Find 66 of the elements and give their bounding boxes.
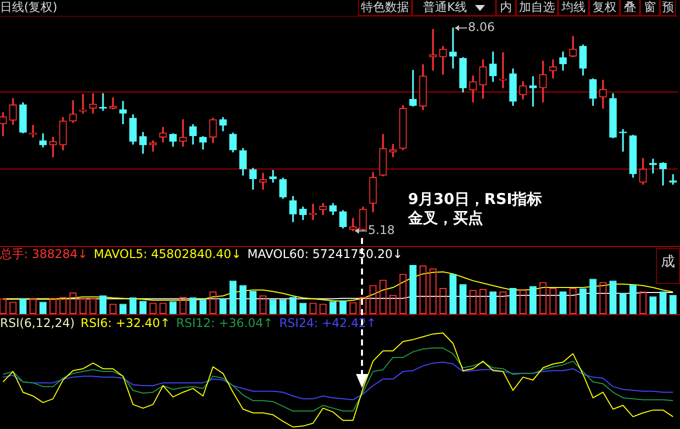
candlestick [389,144,397,158]
candlestick [89,93,97,114]
candlestick [409,70,417,107]
bar [490,291,496,314]
text: 内 [496,0,516,16]
text: 普通K线 [412,0,496,16]
bar [280,299,286,314]
bar [620,292,626,314]
annotation: 金叉，买点 [408,209,484,228]
text: MAVOL5: 45802840.40↓ [94,247,242,262]
text: 窗 [640,0,660,16]
bar [220,298,226,314]
chart-title: 日线(复权) [0,0,58,15]
bar [530,286,536,314]
text: MAVOL60: 57241750.20↓ [247,247,403,262]
text: RSI24: +42.42↑ [279,316,376,331]
candlestick [659,162,667,186]
text: 总手: 388284↓ [0,247,88,262]
candlestick [619,129,627,152]
text: RSI6: +32.40↑ [80,316,170,331]
annotation: 9月30日，RSI指标 [408,190,542,209]
bar [410,265,416,314]
bar [290,296,296,314]
bar [140,300,146,314]
text: RSI12: +36.04↑ [176,316,274,331]
candlestick [309,204,317,220]
bar [130,297,136,314]
bar [190,297,196,314]
bar [630,284,636,314]
bar [200,299,206,314]
bar [660,291,666,314]
text: 叠 [620,0,640,16]
bar [20,298,26,314]
bar [250,290,256,314]
candlestick [449,28,457,68]
text: 预 [660,0,676,16]
bar [340,300,346,314]
text: 特色数据 [358,0,412,16]
bar [670,294,676,314]
bar [230,280,236,314]
annotation: 成 [656,248,680,284]
bar [510,288,516,314]
bar [100,295,106,314]
text: 加自选 [516,0,558,16]
annotation: 5.18 [368,223,395,238]
bar [240,285,246,314]
candlestick [179,119,187,147]
bar [460,284,466,314]
bar [40,302,46,314]
bar [330,301,336,314]
bar [650,296,656,314]
bar [560,291,566,314]
candlestick [119,100,127,124]
candlestick [649,158,657,174]
chart-title: RSI(6,12,24) [0,316,75,331]
candlestick [259,172,267,190]
bar [170,301,176,314]
annotation: 8.06 [468,20,495,34]
text: 均线 [558,0,589,16]
bar [450,274,456,314]
bar [610,280,616,314]
bar [590,278,596,314]
candlestick [49,136,57,158]
bar [580,288,586,314]
bar [270,299,276,314]
text: 复权 [589,0,620,16]
